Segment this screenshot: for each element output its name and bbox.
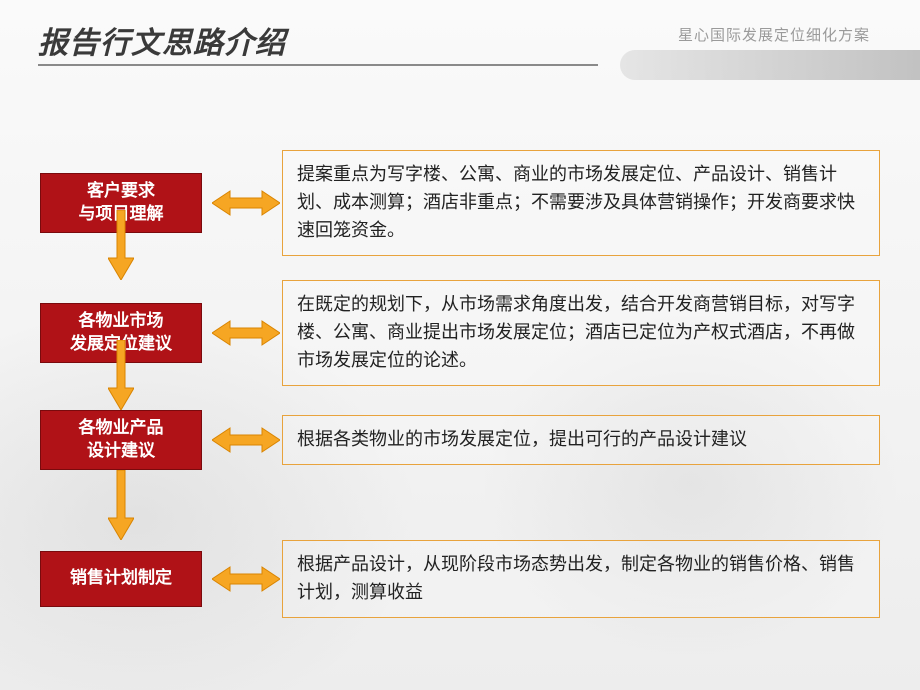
down-arrow-icon bbox=[108, 340, 134, 410]
bidir-arrow-icon bbox=[212, 564, 280, 594]
arrow-shape bbox=[108, 210, 134, 280]
arrow-shape bbox=[212, 428, 280, 452]
arrow-shape bbox=[212, 567, 280, 591]
down-arrow-icon bbox=[108, 470, 134, 540]
bidir-arrow-icon bbox=[212, 188, 280, 218]
arrow-shape bbox=[212, 191, 280, 215]
arrow-shape bbox=[108, 340, 134, 410]
desc-box-4: 根据产品设计，从现阶段市场态势出发，制定各物业的销售价格、销售计划，测算收益 bbox=[282, 540, 880, 618]
node-sales-plan: 销售计划制定 bbox=[40, 551, 202, 607]
bidir-arrow-icon bbox=[212, 318, 280, 348]
flow-row-2: 各物业市场 发展定位建议 在既定的规划下，从市场需求角度出发，结合开发商营销目标… bbox=[40, 280, 880, 386]
flow-row-4: 销售计划制定 根据产品设计，从现阶段市场态势出发，制定各物业的销售价格、销售计划… bbox=[40, 540, 880, 618]
desc-box-1: 提案重点为写字楼、公寓、商业的市场发展定位、产品设计、销售计划、成本测算；酒店非… bbox=[282, 150, 880, 256]
arrow-shape bbox=[212, 321, 280, 345]
arrow-shape bbox=[108, 470, 134, 540]
node-label-line: 销售计划制定 bbox=[70, 567, 172, 590]
node-product-design: 各物业产品 设计建议 bbox=[40, 410, 202, 470]
desc-box-2: 在既定的规划下，从市场需求角度出发，结合开发商营销目标，对写字楼、公寓、商业提出… bbox=[282, 280, 880, 386]
node-label-line: 设计建议 bbox=[87, 440, 155, 463]
flowchart: 客户要求 与项目理解 提案重点为写字楼、公寓、商业的市场发展定位、产品设计、销售… bbox=[40, 130, 880, 670]
flow-row-1: 客户要求 与项目理解 提案重点为写字楼、公寓、商业的市场发展定位、产品设计、销售… bbox=[40, 150, 880, 256]
bidir-arrow-icon bbox=[212, 425, 280, 455]
node-label-line: 各物业产品 bbox=[79, 417, 164, 440]
desc-box-3: 根据各类物业的市场发展定位，提出可行的产品设计建议 bbox=[282, 415, 880, 465]
title-underline bbox=[38, 64, 598, 66]
header: 报告行文思路介绍 星心国际发展定位细化方案 bbox=[38, 18, 890, 62]
flow-row-3: 各物业产品 设计建议 根据各类物业的市场发展定位，提出可行的产品设计建议 bbox=[40, 410, 880, 470]
page-subtitle: 星心国际发展定位细化方案 bbox=[678, 24, 870, 45]
node-label-line: 各物业市场 bbox=[79, 310, 164, 333]
down-arrow-icon bbox=[108, 210, 134, 280]
node-label-line: 客户要求 bbox=[87, 180, 155, 203]
